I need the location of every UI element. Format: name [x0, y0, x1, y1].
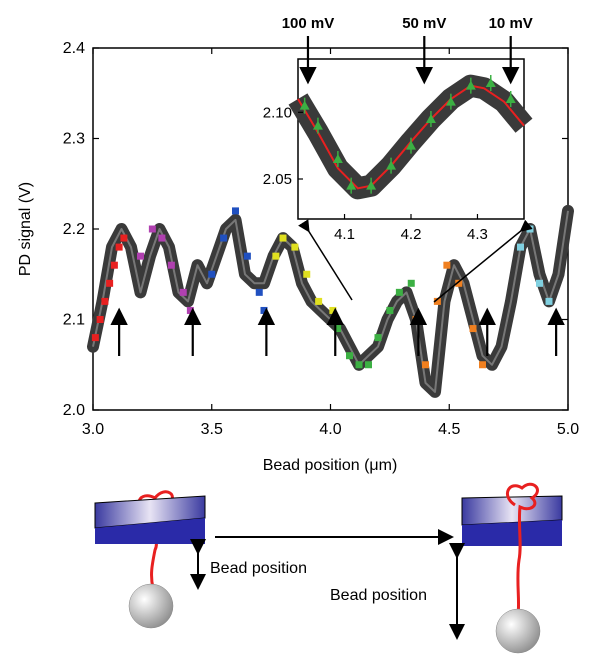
- schematic-left: [94, 490, 206, 629]
- inset-y-tick-label: 2.05: [263, 171, 292, 188]
- data-marker: [303, 270, 311, 278]
- bead-right: [495, 608, 541, 654]
- data-marker: [346, 352, 353, 360]
- inset-data-point: [425, 114, 436, 123]
- inset-data-point: [386, 160, 397, 170]
- bead-label-right: Bead position: [330, 587, 427, 604]
- data-marker: [106, 279, 114, 287]
- data-marker: [279, 234, 287, 242]
- x-tick-label: 4.5: [438, 421, 460, 438]
- y-tick-label: 2.1: [63, 312, 85, 329]
- inset-series: [288, 74, 533, 200]
- data-marker: [255, 288, 263, 296]
- data-marker: [96, 316, 104, 323]
- data-marker: [272, 252, 280, 260]
- inset-data-point: [332, 154, 343, 163]
- inset-data-point: [312, 120, 323, 130]
- voltage-label: 50 mV: [402, 15, 446, 32]
- data-marker: [355, 361, 363, 369]
- data-marker: [232, 207, 239, 215]
- data-marker: [315, 297, 323, 305]
- x-tick-label: 3.0: [82, 421, 104, 438]
- data-marker: [120, 234, 128, 242]
- data-marker: [374, 334, 382, 342]
- x-tick-label: 4.0: [319, 421, 341, 438]
- data-marker: [536, 279, 543, 287]
- inset-x-tick-label: 4.2: [401, 226, 422, 243]
- inset-voltage-labels: 100 mV 50 mV 10 mV: [282, 15, 533, 85]
- data-marker: [433, 297, 441, 305]
- data-marker: [526, 225, 534, 233]
- data-marker: [422, 361, 429, 369]
- data-marker: [158, 234, 166, 242]
- bead-label-left: Bead position: [210, 560, 307, 577]
- inset-data-point: [299, 100, 310, 110]
- data-marker: [137, 252, 144, 260]
- x-tick-label: 5.0: [557, 421, 579, 438]
- schematic-right: [461, 482, 563, 654]
- dna-tether-right: [505, 482, 539, 616]
- voltage-label: 100 mV: [282, 15, 335, 32]
- inset-axis-ticks: 4.1 4.2 4.3 2.05 2.10: [263, 104, 488, 243]
- inset-x-tick-label: 4.3: [467, 226, 488, 243]
- data-marker: [469, 325, 477, 333]
- y-tick-label: 2.0: [63, 402, 85, 419]
- data-marker: [220, 234, 228, 242]
- inset-data-point: [445, 96, 456, 106]
- inset-data-point: [465, 80, 476, 90]
- data-marker: [101, 297, 109, 305]
- trap-right: [461, 495, 563, 526]
- inset-y-tick-label: 2.10: [263, 104, 292, 121]
- y-tick-label: 2.3: [63, 131, 85, 148]
- inset-data-point: [346, 180, 357, 190]
- inset-x-tick-label: 4.1: [334, 226, 355, 243]
- bead-left: [128, 583, 174, 629]
- zoom-line-left: [298, 219, 353, 301]
- y-axis-label: PD signal (V): [17, 182, 34, 276]
- data-marker: [455, 279, 463, 287]
- inset-data-point: [505, 94, 516, 103]
- data-marker: [243, 252, 251, 260]
- data-marker: [110, 261, 118, 269]
- inset-data-point: [485, 78, 496, 87]
- y-tick-label: 2.2: [63, 221, 85, 238]
- x-tick-label: 3.5: [201, 421, 223, 438]
- minimum-arrows: [110, 307, 565, 356]
- data-marker: [365, 361, 372, 369]
- data-marker: [395, 288, 403, 296]
- data-marker: [148, 225, 156, 233]
- data-marker: [179, 288, 187, 296]
- data-marker: [91, 334, 99, 342]
- data-marker: [208, 270, 216, 278]
- data-marker: [167, 261, 175, 269]
- data-marker: [407, 279, 415, 287]
- data-marker: [479, 361, 486, 369]
- inset-data-point: [366, 180, 377, 190]
- y-tick-label: 2.4: [63, 40, 85, 57]
- data-marker: [291, 243, 299, 251]
- data-marker: [334, 325, 342, 333]
- data-marker: [386, 306, 394, 314]
- main-markers: [91, 207, 553, 369]
- voltage-label: 10 mV: [489, 15, 533, 32]
- data-marker: [115, 243, 123, 251]
- inset-data-point: [406, 140, 416, 150]
- zoom-line-right: [433, 219, 533, 303]
- data-marker: [545, 297, 553, 305]
- data-marker: [443, 261, 451, 269]
- trap-left-base: [95, 518, 205, 544]
- x-axis-label: Bead position (μm): [263, 457, 398, 474]
- trap-right-base: [462, 520, 562, 546]
- main-axis-ticks: 3.0 3.5 4.0 4.5 5.0 2.0 2.1 2.2 2.3 2.4: [63, 40, 579, 438]
- data-marker: [517, 243, 524, 251]
